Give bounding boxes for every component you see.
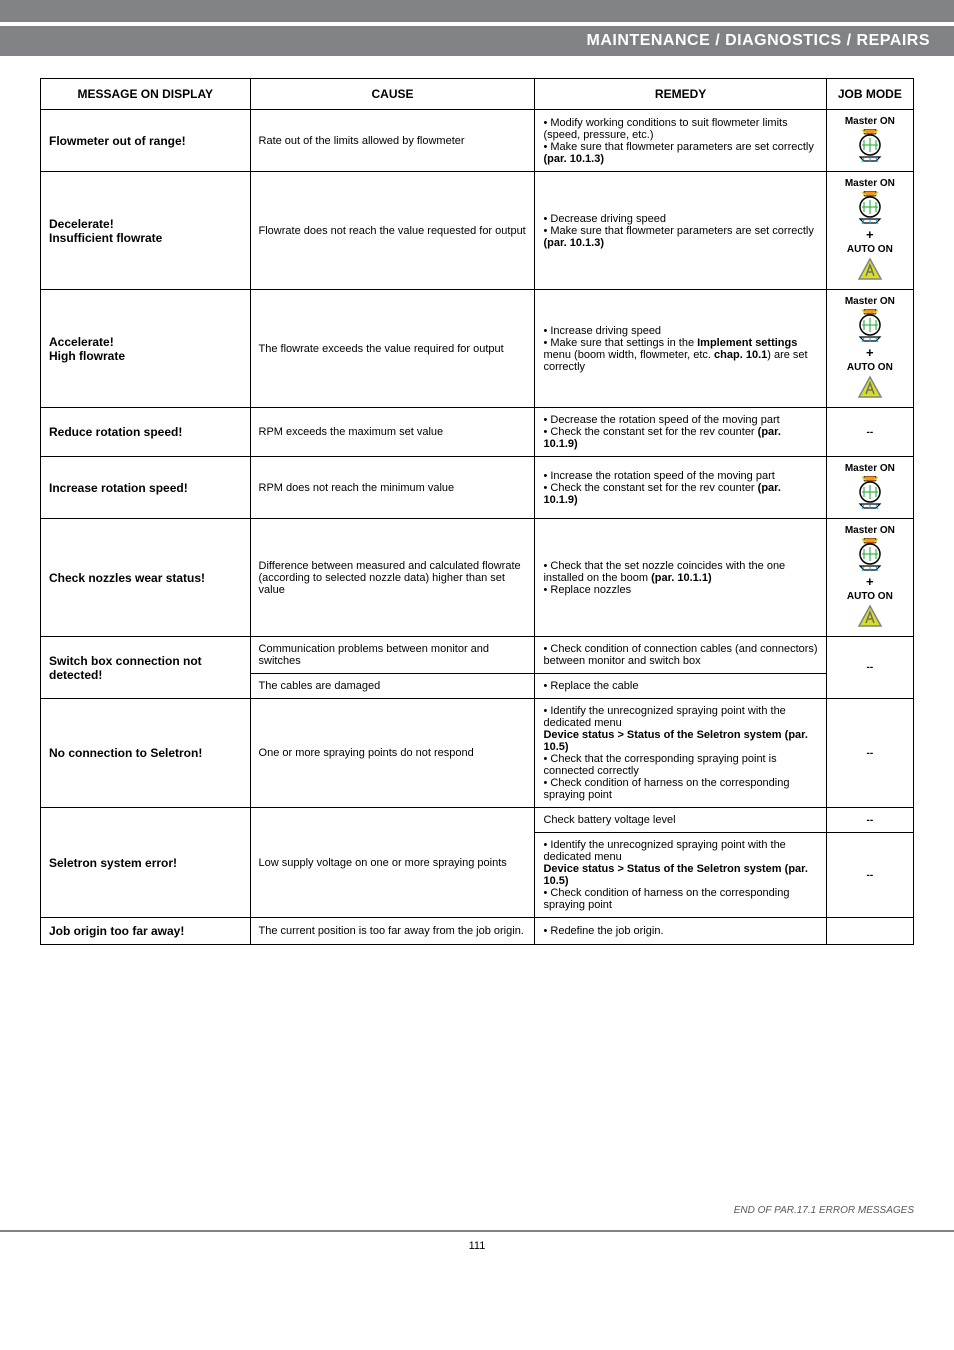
th-jobmode: JOB MODE xyxy=(826,79,913,110)
jobmode-cell: Master ON xyxy=(826,457,913,519)
remedy-cell: • Increase driving speed• Make sure that… xyxy=(535,290,826,408)
auto-on-label: AUTO ON xyxy=(835,362,905,373)
jobmode-cell: Master ON + AUTO ON xyxy=(826,172,913,290)
page-number: 111 xyxy=(0,1240,954,1264)
table-row: Flowmeter out of range!Rate out of the l… xyxy=(41,110,914,172)
table-row: Accelerate!High flowrateThe flowrate exc… xyxy=(41,290,914,408)
spray-nozzle-icon xyxy=(854,309,886,343)
msg-cell: Check nozzles wear status! xyxy=(41,519,251,637)
cause-cell: The current position is too far away fro… xyxy=(250,918,535,945)
cause-cell: One or more spraying points do not respo… xyxy=(250,699,535,808)
spray-nozzle-icon xyxy=(854,538,886,572)
table-row: Decelerate!Insufficient flowrateFlowrate… xyxy=(41,172,914,290)
jobmode-cell: -- xyxy=(826,408,913,457)
jobmode-cell xyxy=(826,918,913,945)
remedy-cell: • Redefine the job origin. xyxy=(535,918,826,945)
auto-on-label: AUTO ON xyxy=(835,591,905,602)
master-on-label: Master ON xyxy=(835,296,905,307)
plus-label: + xyxy=(835,345,905,360)
msg-cell: Seletron system error! xyxy=(41,808,251,918)
cause-cell: The cables are damaged xyxy=(250,674,535,699)
content-area: MESSAGE ON DISPLAY CAUSE REMEDY JOB MODE… xyxy=(0,78,954,965)
table-row: Seletron system error!Low supply voltage… xyxy=(41,808,914,833)
cause-cell: RPM exceeds the maximum set value xyxy=(250,408,535,457)
jobmode-cell: Master ON xyxy=(826,110,913,172)
msg-cell: Flowmeter out of range! xyxy=(41,110,251,172)
plus-label: + xyxy=(835,227,905,242)
table-row: Increase rotation speed!RPM does not rea… xyxy=(41,457,914,519)
jobmode-cell: -- xyxy=(826,808,913,833)
remedy-cell: • Check condition of connection cables (… xyxy=(535,637,826,674)
table-row: Check nozzles wear status!Difference bet… xyxy=(41,519,914,637)
msg-cell: Reduce rotation speed! xyxy=(41,408,251,457)
auto-triangle-icon xyxy=(857,604,883,628)
msg-cell: Job origin too far away! xyxy=(41,918,251,945)
cause-cell: Rate out of the limits allowed by flowme… xyxy=(250,110,535,172)
msg-cell: Increase rotation speed! xyxy=(41,457,251,519)
cause-cell: Low supply voltage on one or more sprayi… xyxy=(250,808,535,918)
remedy-cell: • Identify the unrecognized spraying poi… xyxy=(535,699,826,808)
master-on-label: Master ON xyxy=(835,116,905,127)
remedy-cell: • Replace the cable xyxy=(535,674,826,699)
th-message: MESSAGE ON DISPLAY xyxy=(41,79,251,110)
header-band: MAINTENANCE / DIAGNOSTICS / REPAIRS xyxy=(0,26,954,56)
cause-cell: Communication problems between monitor a… xyxy=(250,637,535,674)
cause-cell: RPM does not reach the minimum value xyxy=(250,457,535,519)
remedy-cell: Check battery voltage level xyxy=(535,808,826,833)
remedy-cell: • Decrease the rotation speed of the mov… xyxy=(535,408,826,457)
header-title: MAINTENANCE / DIAGNOSTICS / REPAIRS xyxy=(587,32,930,49)
jobmode-cell: -- xyxy=(826,637,913,699)
table-header-row: MESSAGE ON DISPLAY CAUSE REMEDY JOB MODE xyxy=(41,79,914,110)
remedy-cell: • Increase the rotation speed of the mov… xyxy=(535,457,826,519)
remedy-cell: • Identify the unrecognized spraying poi… xyxy=(535,833,826,918)
plus-label: + xyxy=(835,574,905,589)
jobmode-cell: -- xyxy=(826,699,913,808)
th-cause: CAUSE xyxy=(250,79,535,110)
spray-nozzle-icon xyxy=(854,191,886,225)
master-on-label: Master ON xyxy=(835,463,905,474)
cause-cell: The flowrate exceeds the value required … xyxy=(250,290,535,408)
table-row: Switch box connection not detected!Commu… xyxy=(41,637,914,674)
cause-cell: Difference between measured and calculat… xyxy=(250,519,535,637)
auto-triangle-icon xyxy=(857,257,883,281)
auto-on-label: AUTO ON xyxy=(835,244,905,255)
table-row: No connection to Seletron!One or more sp… xyxy=(41,699,914,808)
diagnostics-table: MESSAGE ON DISPLAY CAUSE REMEDY JOB MODE… xyxy=(40,78,914,945)
end-of-par-note: END OF PAR.17.1 ERROR MESSAGES xyxy=(0,1205,954,1216)
footer-divider xyxy=(0,1230,954,1232)
msg-cell: No connection to Seletron! xyxy=(41,699,251,808)
msg-cell: Switch box connection not detected! xyxy=(41,637,251,699)
cause-cell: Flowrate does not reach the value reques… xyxy=(250,172,535,290)
msg-cell: Decelerate!Insufficient flowrate xyxy=(41,172,251,290)
remedy-cell: • Modify working conditions to suit flow… xyxy=(535,110,826,172)
top-grey-bar xyxy=(0,0,954,22)
table-row: Reduce rotation speed!RPM exceeds the ma… xyxy=(41,408,914,457)
jobmode-cell: Master ON + AUTO ON xyxy=(826,290,913,408)
remedy-cell: • Decrease driving speed• Make sure that… xyxy=(535,172,826,290)
msg-cell: Accelerate!High flowrate xyxy=(41,290,251,408)
jobmode-cell: -- xyxy=(826,833,913,918)
table-row: Job origin too far away!The current posi… xyxy=(41,918,914,945)
jobmode-cell: Master ON + AUTO ON xyxy=(826,519,913,637)
spray-nozzle-icon xyxy=(854,476,886,510)
dash-indicator: -- xyxy=(867,427,874,438)
master-on-label: Master ON xyxy=(835,178,905,189)
auto-triangle-icon xyxy=(857,375,883,399)
remedy-cell: • Check that the set nozzle coincides wi… xyxy=(535,519,826,637)
spray-nozzle-icon xyxy=(854,129,886,163)
th-remedy: REMEDY xyxy=(535,79,826,110)
master-on-label: Master ON xyxy=(835,525,905,536)
